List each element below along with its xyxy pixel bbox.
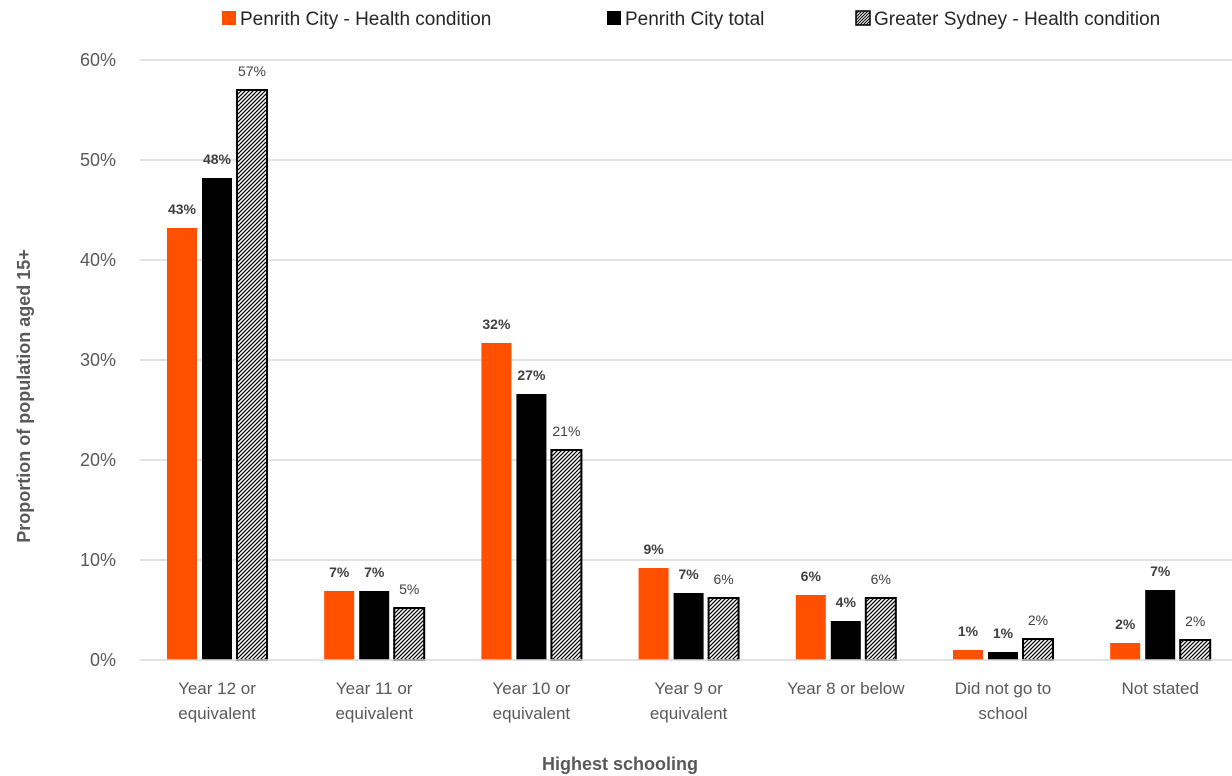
- bar-2-6: [1179, 639, 1212, 661]
- y-axis-ticks: 0% 10% 20% 30% 40% 50% 60%: [80, 50, 116, 670]
- data-label: 7%: [1150, 563, 1171, 579]
- bar-2-5: [1022, 638, 1054, 661]
- bar-1-4: [830, 621, 861, 660]
- bar-1-0: [202, 178, 232, 660]
- data-label: 7%: [364, 564, 385, 580]
- data-labels: 43% 48% 57% 7% 7% 5% 32% 27% 21% 9% 7% 6% 6% 4% 6% 1% 1%…: [168, 63, 1205, 641]
- legend-label: Greater Sydney - Health condition: [874, 9, 1160, 30]
- data-label: 43%: [168, 201, 197, 217]
- bar-0-2: [481, 343, 512, 660]
- data-label: 32%: [482, 316, 511, 332]
- y-tick-label: 10%: [80, 550, 116, 570]
- y-tick-label: 60%: [80, 50, 116, 70]
- x-tick-label: Year 11 or equivalent: [335, 679, 413, 723]
- bar-1-6: [1145, 590, 1176, 660]
- bar-0-4: [795, 595, 826, 660]
- data-label: 5%: [399, 581, 419, 597]
- bar-1-5: [988, 652, 1018, 660]
- gridlines: [140, 59, 1232, 561]
- x-axis-ticks: Year 12 or equivalent Year 11 or equivalent…: [178, 679, 1199, 723]
- bar-2-2: [550, 449, 583, 661]
- x-tick-label: Did not go to school: [955, 679, 1051, 723]
- bar-2-1: [393, 607, 426, 661]
- x-tick-label: Year 9 or equivalent: [650, 679, 728, 723]
- bar-0-1: [324, 591, 355, 660]
- bar-2-4: [864, 597, 897, 661]
- data-label: 2%: [1028, 612, 1048, 628]
- bar-0-0: [167, 228, 197, 660]
- y-tick-label: 40%: [80, 250, 116, 270]
- data-label: 57%: [238, 63, 266, 79]
- x-tick-label: Year 8 or below: [787, 679, 905, 698]
- legend-label: Penrith City total: [625, 9, 764, 30]
- legend-label: Penrith City - Health condition: [240, 9, 491, 30]
- data-label: 6%: [713, 571, 733, 587]
- data-label: 7%: [329, 564, 350, 580]
- data-label: 48%: [203, 151, 232, 167]
- data-label: 1%: [958, 623, 979, 639]
- y-tick-label: 0%: [90, 650, 116, 670]
- bar-1-1: [359, 591, 390, 660]
- data-label: 7%: [678, 566, 699, 582]
- bar-2-0: [236, 89, 268, 661]
- data-label: 6%: [801, 568, 822, 584]
- legend: Penrith City - Health condition Penrith C…: [222, 9, 1160, 30]
- data-label: 2%: [1185, 613, 1205, 629]
- data-label: 4%: [836, 594, 857, 610]
- bar-1-3: [673, 593, 704, 660]
- bar-0-3: [638, 568, 669, 660]
- data-label: 6%: [871, 571, 891, 587]
- x-tick-label: Not stated: [1121, 679, 1199, 698]
- y-axis-title: Proportion of population aged 15+: [14, 249, 34, 543]
- legend-swatch: [607, 11, 621, 25]
- y-tick-label: 30%: [80, 350, 116, 370]
- data-label: 2%: [1115, 616, 1136, 632]
- bars: [167, 89, 1212, 661]
- data-label: 27%: [517, 367, 546, 383]
- legend-swatch: [222, 11, 236, 25]
- data-label: 1%: [993, 625, 1014, 641]
- data-label: 21%: [552, 423, 580, 439]
- legend-swatch: [855, 10, 871, 26]
- x-tick-label: Year 10 or equivalent: [492, 679, 570, 723]
- bar-0-5: [953, 650, 983, 660]
- bar-0-6: [1110, 643, 1141, 660]
- x-tick-label: Year 12 or equivalent: [178, 679, 256, 723]
- y-tick-label: 50%: [80, 150, 116, 170]
- bar-1-2: [516, 394, 547, 660]
- bar-2-3: [707, 597, 740, 661]
- y-tick-label: 20%: [80, 450, 116, 470]
- data-label: 9%: [643, 541, 664, 557]
- x-axis-title: Highest schooling: [542, 754, 698, 774]
